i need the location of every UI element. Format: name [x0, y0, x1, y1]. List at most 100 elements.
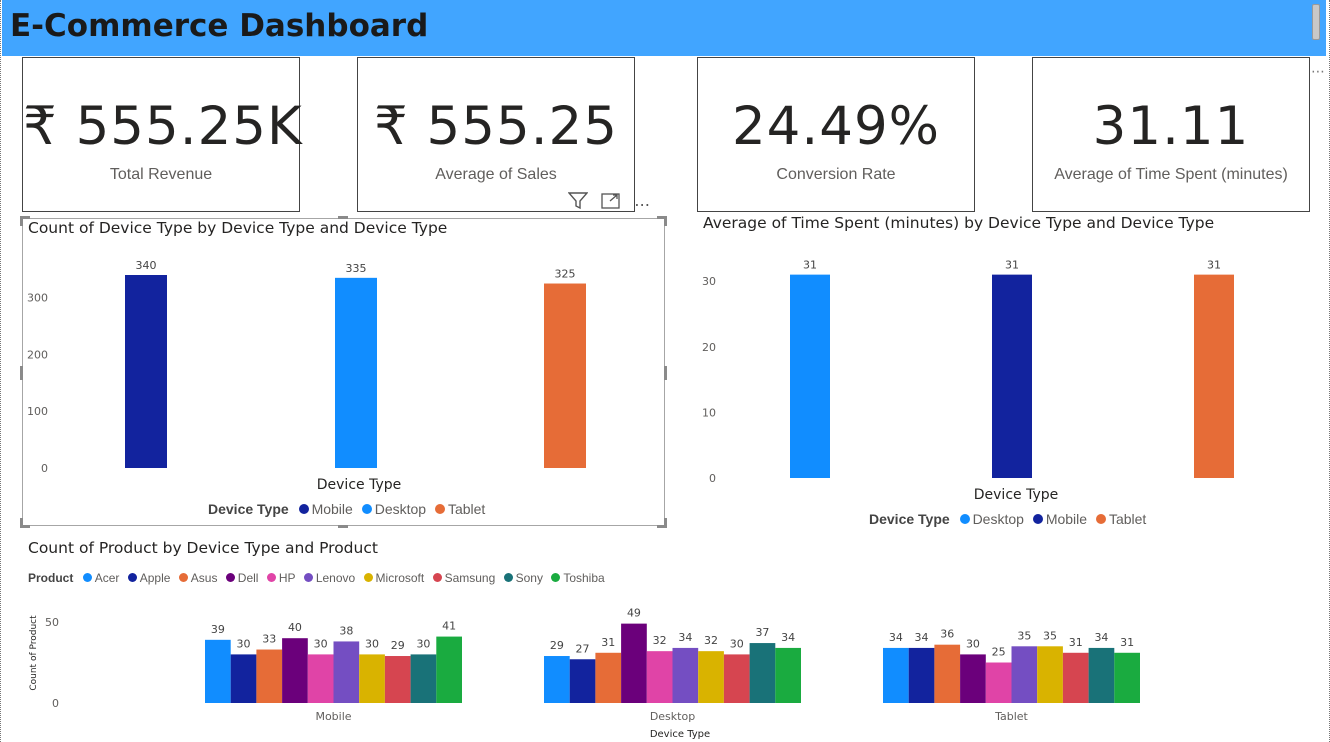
data-label: 34: [781, 631, 795, 644]
legend-item-apple[interactable]: Apple: [127, 571, 170, 585]
bar-mobile-acer[interactable]: [205, 639, 231, 703]
bar-mobile-apple[interactable]: [230, 654, 257, 703]
bar-tablet[interactable]: [544, 283, 586, 468]
bar-desktop-lenovo[interactable]: [672, 647, 699, 703]
bar-tablet-apple[interactable]: [908, 647, 935, 703]
resize-handle[interactable]: [20, 525, 30, 528]
bar-mobile[interactable]: [125, 275, 167, 468]
legend-item-asus[interactable]: Asus: [178, 571, 217, 585]
resize-handle[interactable]: [664, 216, 667, 226]
legend-item-tablet[interactable]: Tablet: [434, 501, 485, 517]
bar-mobile-sony[interactable]: [410, 654, 437, 703]
legend-item-sony[interactable]: Sony: [503, 571, 543, 585]
bar-desktop-apple[interactable]: [569, 659, 596, 703]
filter-icon[interactable]: [567, 192, 589, 214]
bar-tablet-hp[interactable]: [985, 662, 1012, 704]
bar-tablet-acer[interactable]: [883, 647, 909, 703]
legend-item-microsoft[interactable]: Microsoft: [363, 571, 424, 585]
bar-tablet-dell[interactable]: [960, 654, 986, 703]
bar-desktop-acer[interactable]: [544, 656, 570, 703]
kpi-card-average-sales[interactable]: ₹ 555.25 Average of Sales: [357, 57, 635, 212]
bar-tablet-lenovo[interactable]: [1011, 646, 1038, 703]
resize-handle[interactable]: [20, 216, 23, 226]
legend-title: Device Type: [869, 511, 950, 527]
scrollbar-thumb[interactable]: [1312, 4, 1320, 40]
y-tick-label: 200: [27, 348, 48, 361]
device-count-chart[interactable]: 0 100 200 300 340 335 325 Device Type: [24, 244, 664, 500]
resize-handle[interactable]: [664, 366, 667, 380]
legend-item-dell[interactable]: Dell: [225, 571, 258, 585]
bar-tablet-samsung[interactable]: [1062, 652, 1089, 703]
bar-tablet-microsoft[interactable]: [1037, 646, 1063, 703]
legend-item-desktop[interactable]: Desktop: [959, 511, 1024, 527]
legend-dot: [266, 573, 276, 583]
bar-mobile[interactable]: [992, 274, 1032, 478]
legend-item-hp[interactable]: HP: [266, 571, 295, 585]
data-label: 31: [803, 259, 817, 272]
legend-item-acer[interactable]: Acer: [82, 571, 119, 585]
resize-handle[interactable]: [338, 216, 348, 219]
bar-desktop-dell[interactable]: [621, 623, 647, 703]
data-label: 31: [1207, 259, 1221, 272]
bar-mobile-lenovo[interactable]: [333, 641, 360, 703]
resize-handle[interactable]: [657, 525, 667, 528]
legend-dot: [434, 504, 445, 515]
chart-legend: Device Type Mobile Desktop Tablet: [208, 501, 490, 517]
legend-item-samsung[interactable]: Samsung: [432, 571, 495, 585]
chart-title: Average of Time Spent (minutes) by Devic…: [703, 214, 1215, 232]
product-count-chart[interactable]: 0 50 Count of Product 39 30 33 40 30 38 30 29 30 41 M…: [0, 600, 1330, 742]
bar-mobile-samsung[interactable]: [384, 656, 411, 703]
legend-item-mobile[interactable]: Mobile: [1032, 511, 1087, 527]
bar-tablet-sony[interactable]: [1088, 647, 1115, 703]
data-label: 32: [704, 634, 718, 647]
time-spent-chart[interactable]: 0 10 20 30 31 31 31 Device Type: [680, 244, 1320, 510]
bar-mobile-toshiba[interactable]: [436, 636, 462, 703]
data-label: 41: [442, 620, 456, 633]
bar-mobile-dell[interactable]: [282, 638, 308, 703]
data-label: 34: [1094, 631, 1108, 644]
kpi-card-conversion-rate[interactable]: 24.49% Conversion Rate: [697, 57, 975, 212]
bar-mobile-hp[interactable]: [307, 654, 334, 703]
y-tick-label: 10: [702, 406, 716, 419]
legend-item-lenovo[interactable]: Lenovo: [303, 571, 355, 585]
bar-tablet-toshiba[interactable]: [1114, 652, 1140, 703]
bar-mobile-microsoft[interactable]: [359, 654, 385, 703]
x-tick-label: Mobile: [315, 710, 351, 723]
focus-mode-icon[interactable]: [601, 192, 621, 214]
resize-handle[interactable]: [338, 525, 348, 528]
y-axis-title: Count of Product: [29, 615, 39, 691]
bar-mobile-asus[interactable]: [256, 649, 283, 703]
legend-item-mobile[interactable]: Mobile: [298, 501, 353, 517]
bar-desktop-asus[interactable]: [595, 652, 622, 703]
legend-dot: [298, 504, 309, 515]
resize-handle[interactable]: [20, 366, 23, 380]
data-label: 38: [339, 624, 353, 637]
bar-desktop-sony[interactable]: [749, 643, 776, 703]
legend-item-desktop[interactable]: Desktop: [361, 501, 426, 517]
x-axis-title: Device Type: [974, 487, 1059, 503]
bar-desktop[interactable]: [790, 274, 830, 478]
resize-handle[interactable]: [664, 518, 667, 528]
bar-desktop-hp[interactable]: [646, 651, 673, 703]
more-options-icon[interactable]: ⋯: [634, 195, 651, 214]
legend-dot: [303, 573, 313, 583]
resize-handle[interactable]: [657, 216, 667, 219]
x-axis-title: Device Type: [650, 729, 710, 740]
bar-desktop-microsoft[interactable]: [698, 651, 724, 703]
data-label: 35: [1017, 629, 1031, 642]
kpi-card-average-time-spent[interactable]: 31.11 Average of Time Spent (minutes): [1032, 57, 1310, 212]
page-more-options-icon[interactable]: ⋯: [1311, 64, 1326, 80]
resize-handle[interactable]: [20, 518, 23, 528]
resize-handle[interactable]: [20, 216, 30, 219]
bar-desktop-toshiba[interactable]: [775, 647, 801, 703]
legend-item-tablet[interactable]: Tablet: [1095, 511, 1146, 527]
bar-tablet[interactable]: [1194, 274, 1234, 478]
bar-desktop[interactable]: [335, 277, 377, 468]
bar-desktop-samsung[interactable]: [723, 654, 750, 703]
legend-item-toshiba[interactable]: Toshiba: [551, 571, 605, 585]
bar-tablet-asus[interactable]: [934, 644, 961, 703]
y-tick-label: 0: [52, 697, 59, 710]
kpi-card-total-revenue[interactable]: ₹ 555.25K Total Revenue: [22, 57, 302, 212]
data-label: 35: [1043, 629, 1057, 642]
y-tick-label: 20: [702, 341, 716, 354]
